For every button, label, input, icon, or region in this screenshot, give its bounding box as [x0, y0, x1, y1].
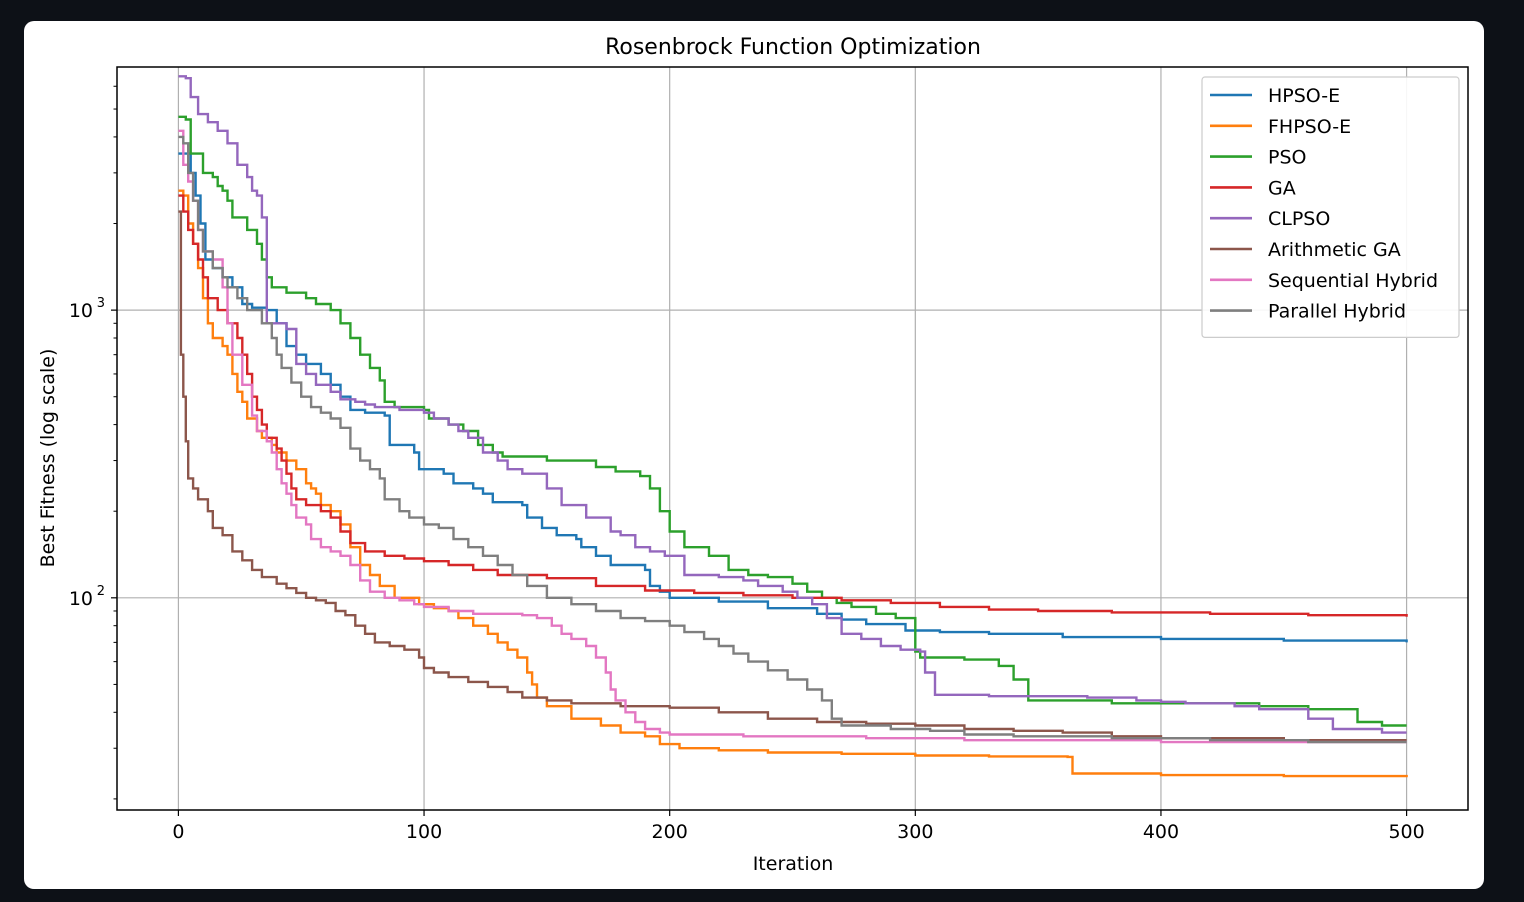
x-tick-label: 100 [406, 821, 442, 843]
legend-label: CLPSO [1268, 208, 1330, 230]
legend-box [1201, 76, 1460, 338]
series-line-clpso [178, 75, 1407, 734]
x-tick-label: 400 [1143, 821, 1179, 843]
legend-label: PSO [1268, 147, 1306, 169]
x-axis-title: Iteration [753, 853, 834, 875]
x-tick-label: 300 [897, 821, 933, 843]
series-line-fhpso-e [178, 189, 1408, 778]
y-tick-label: 10 [69, 300, 93, 322]
plot-frame [116, 66, 1469, 811]
y-tick-exponent: 3 [97, 296, 105, 311]
legend-label: Parallel Hybrid [1268, 301, 1406, 323]
x-tick-label: 0 [172, 821, 184, 843]
legend-label: FHPSO-E [1268, 116, 1351, 138]
y-tick-label: 10 [69, 588, 93, 610]
chart-title: Rosenbrock Function Optimization [605, 35, 981, 60]
legend-label: HPSO-E [1268, 85, 1340, 107]
x-tick-label: 500 [1388, 821, 1424, 843]
series-lines [178, 75, 1408, 778]
axis-ticks: 0 100 200 300 400 500 10 2 10 3 [69, 85, 1425, 843]
y-tick-exponent: 2 [97, 584, 105, 599]
series-line-sequential-hybrid [178, 129, 1407, 744]
legend-label: GA [1268, 177, 1296, 199]
line-chart: Rosenbrock Function Optimization Iterati… [37, 35, 1469, 875]
series-line-pso [178, 115, 1407, 727]
series-line-parallel-hybrid [178, 135, 1407, 744]
legend-label: Sequential Hybrid [1268, 270, 1438, 292]
x-tick-label: 200 [652, 821, 688, 843]
y-axis-title: Best Fitness (log scale) [37, 349, 59, 568]
chart-card: Rosenbrock Function Optimization Iterati… [24, 21, 1484, 889]
legend-label: Arithmetic GA [1268, 239, 1401, 261]
legend: HPSO-E FHPSO-E PSO GA CLPSO Arithmetic GA Sequ… [1201, 76, 1460, 338]
